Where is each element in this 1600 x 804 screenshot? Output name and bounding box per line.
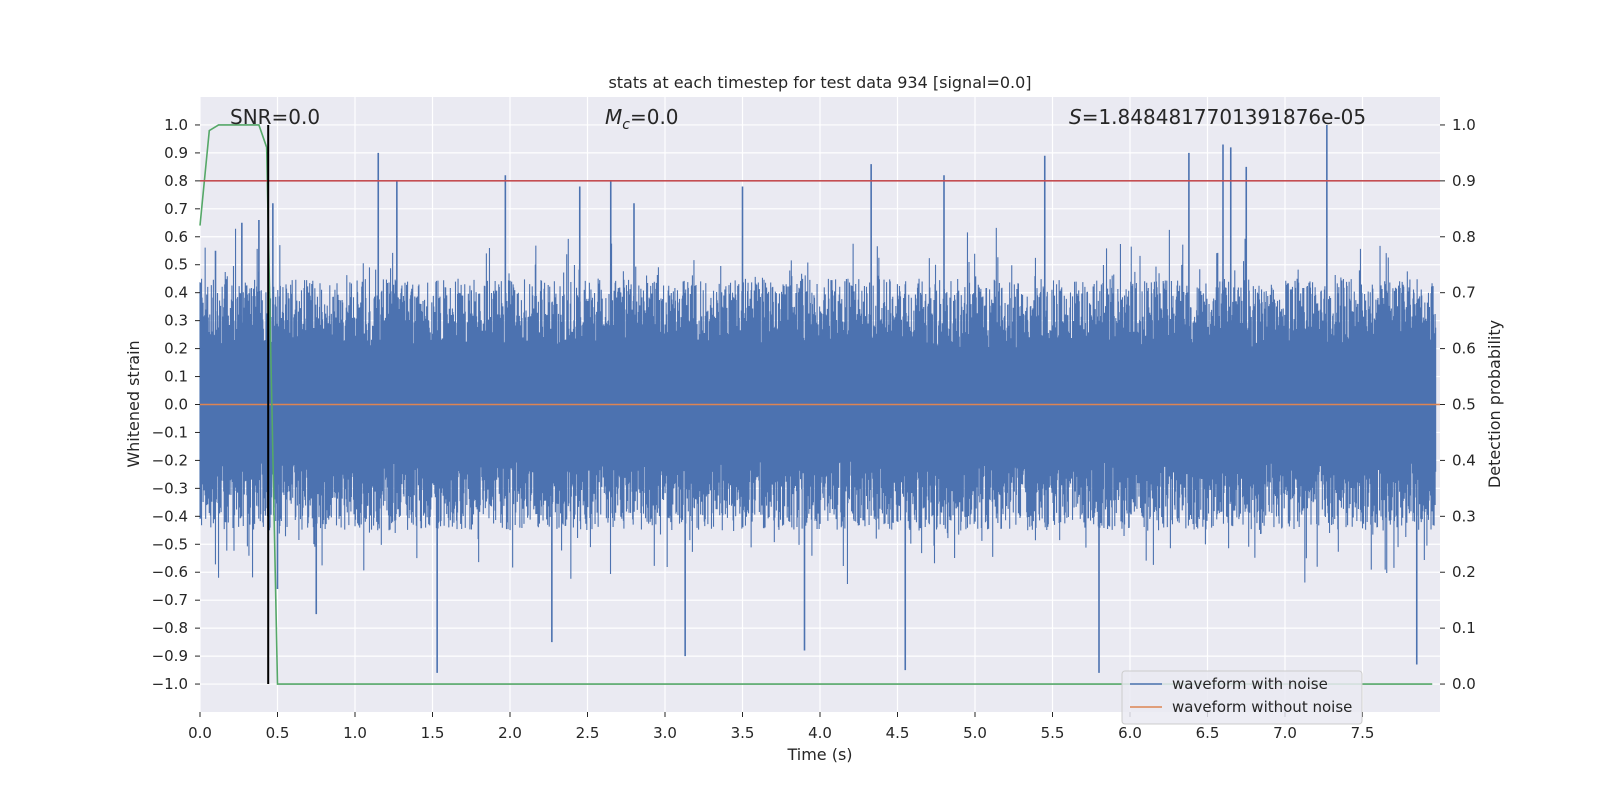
x-tick-label: 2.5: [576, 724, 600, 742]
x-tick-label: 4.0: [808, 724, 832, 742]
mc-value: =0.0: [630, 105, 679, 129]
x-tick-label: 5.0: [963, 724, 987, 742]
legend: waveform with noise waveform without noi…: [1121, 670, 1363, 725]
y-right-tick-label: 0.0: [1452, 675, 1476, 693]
y-tick-label: −0.3: [152, 479, 188, 497]
y-tick-label: 0.6: [164, 228, 188, 246]
x-tick-label: 6.5: [1196, 724, 1220, 742]
x-tick-label: 7.0: [1273, 724, 1297, 742]
s-value: =1.8484817701391876e-05: [1082, 105, 1366, 129]
y-right-tick-label: 1.0: [1452, 116, 1476, 134]
y-tick-label: 0.4: [164, 284, 188, 302]
x-tick-label: 4.5: [886, 724, 910, 742]
x-tick-label: 3.0: [653, 724, 677, 742]
y-tick-label: −0.8: [152, 619, 188, 637]
y-right-tick-label: 0.8: [1452, 228, 1476, 246]
y-tick-label: 0.7: [164, 200, 188, 218]
y-axis-label-right: Detection probability: [1485, 320, 1504, 488]
y-right-tick-label: 0.2: [1452, 563, 1476, 581]
y-tick-label: 1.0: [164, 116, 188, 134]
x-tick-label: 6.0: [1118, 724, 1142, 742]
tick-labels: 0.0 0.5 1.0 1.5 2.0 2.5 3.0 3.5 4.0 4.5 5.0 5.5 6.0 6…: [152, 116, 1476, 742]
snr-annotation: SNR=0.0: [230, 105, 320, 129]
x-tick-label: 1.5: [421, 724, 445, 742]
legend-label-without-noise: waveform without noise: [1172, 698, 1352, 716]
noise-trace: [199, 227, 1437, 585]
y-right-tick-label: 0.1: [1452, 619, 1476, 637]
y-tick-label: 0.3: [164, 312, 188, 330]
x-tick-label: 0.5: [266, 724, 290, 742]
y-right-tick-label: 0.7: [1452, 284, 1476, 302]
x-tick-label: 5.5: [1041, 724, 1065, 742]
y-tick-label: −0.9: [152, 647, 188, 665]
lines-layer: [199, 124, 1440, 685]
y-tick-label: −0.6: [152, 563, 188, 581]
x-tick-label: 1.0: [343, 724, 367, 742]
y-tick-label: 0.2: [164, 340, 188, 358]
y-right-tick-label: 0.6: [1452, 340, 1476, 358]
y-tick-label: −0.4: [152, 507, 188, 525]
y-tick-label: 0.9: [164, 144, 188, 162]
mc-symbol: M: [605, 105, 622, 129]
x-tick-label: 3.5: [731, 724, 755, 742]
mc-subscript: c: [622, 117, 630, 133]
chart-title: stats at each timestep for test data 934…: [608, 73, 1031, 92]
y-right-tick-label: 0.4: [1452, 451, 1476, 469]
legend-box: [1121, 670, 1363, 725]
y-tick-label: −0.5: [152, 535, 188, 553]
detection-probability-line: [199, 124, 1433, 685]
s-annotation: S=1.8484817701391876e-05: [1069, 105, 1366, 129]
y-axis-label-left: Whitened strain: [124, 340, 143, 467]
y-tick-label: −0.2: [152, 451, 188, 469]
y-tick-label: 0.8: [164, 172, 188, 190]
x-tick-label: 7.5: [1351, 724, 1375, 742]
y-tick-label: 0.5: [164, 256, 188, 274]
legend-label-with-noise: waveform with noise: [1172, 675, 1328, 693]
x-tick-label: 2.0: [498, 724, 522, 742]
y-tick-label: −1.0: [152, 675, 188, 693]
x-axis-label: Time (s): [786, 745, 852, 764]
y-tick-label: 0.1: [164, 368, 188, 386]
y-right-tick-label: 0.9: [1452, 172, 1476, 190]
s-symbol: S: [1069, 105, 1082, 129]
y-tick-label: −0.1: [152, 423, 188, 441]
y-tick-label: 0.0: [164, 396, 188, 414]
chirp-mass-annotation: Mc=0.0: [605, 105, 679, 133]
y-right-tick-label: 0.5: [1452, 396, 1476, 414]
x-tick-label: 0.0: [188, 724, 212, 742]
y-tick-label: −0.7: [152, 591, 188, 609]
y-right-tick-label: 0.3: [1452, 507, 1476, 525]
